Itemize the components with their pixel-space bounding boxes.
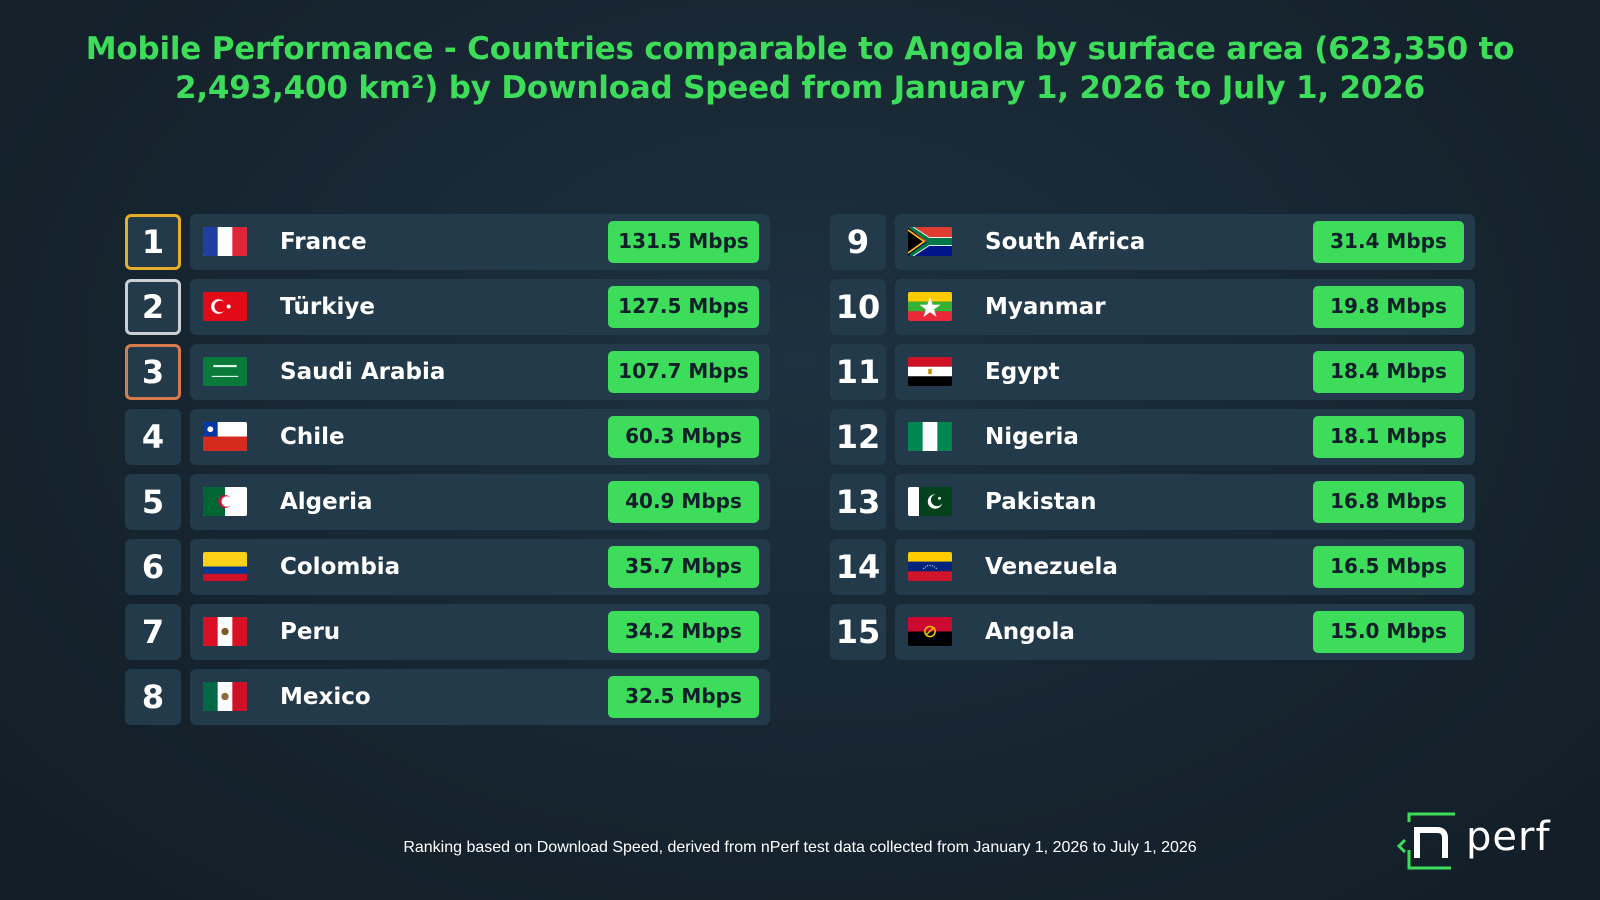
rank-badge: 6 bbox=[125, 539, 181, 595]
country-bar: Algeria 40.9 Mbps bbox=[190, 474, 770, 530]
colombia-flag bbox=[203, 552, 247, 581]
country-name: Saudi Arabia bbox=[280, 359, 446, 385]
rank-badge: 12 bbox=[830, 409, 886, 465]
country-name: Algeria bbox=[280, 489, 373, 515]
rank-badge: 11 bbox=[830, 344, 886, 400]
footer-note: Ranking based on Download Speed, derived… bbox=[403, 839, 1197, 856]
country-bar: Mexico 32.5 Mbps bbox=[190, 669, 770, 725]
country-name: Pakistan bbox=[985, 489, 1097, 515]
saudi-arabia-flag bbox=[203, 357, 247, 386]
page-title: Mobile Performance - Countries comparabl… bbox=[85, 31, 1515, 106]
country-bar: Peru 34.2 Mbps bbox=[190, 604, 770, 660]
rank-badge: 9 bbox=[830, 214, 886, 270]
nperf-logo: perf bbox=[1395, 810, 1575, 872]
speed-badge: 40.9 Mbps bbox=[608, 481, 759, 523]
country-name: Türkiye bbox=[280, 294, 375, 320]
speed-badge: 131.5 Mbps bbox=[608, 221, 759, 263]
rank-badge: 1 bbox=[125, 214, 181, 270]
algeria-flag bbox=[203, 487, 247, 516]
south-africa-flag bbox=[908, 227, 952, 256]
country-name: Egypt bbox=[985, 359, 1060, 385]
country-bar: Nigeria 18.1 Mbps bbox=[895, 409, 1475, 465]
country-name: Colombia bbox=[280, 554, 401, 580]
pakistan-flag bbox=[908, 487, 952, 516]
country-name: Peru bbox=[280, 619, 341, 645]
country-bar: Pakistan 16.8 Mbps bbox=[895, 474, 1475, 530]
rank-badge: 7 bbox=[125, 604, 181, 660]
rank-badge: 10 bbox=[830, 279, 886, 335]
speed-badge: 18.4 Mbps bbox=[1313, 351, 1464, 393]
country-name: Chile bbox=[280, 424, 345, 450]
country-name: South Africa bbox=[985, 229, 1146, 255]
country-bar: Venezuela 16.5 Mbps bbox=[895, 539, 1475, 595]
rank-badge: 2 bbox=[125, 279, 181, 335]
venezuela-flag bbox=[908, 552, 952, 581]
country-name: France bbox=[280, 229, 367, 255]
nperf-logo-text: perf bbox=[1466, 814, 1551, 860]
speed-badge: 31.4 Mbps bbox=[1313, 221, 1464, 263]
peru-flag bbox=[203, 617, 247, 646]
chile-flag bbox=[203, 422, 247, 451]
country-bar: Angola 15.0 Mbps bbox=[895, 604, 1475, 660]
france-flag bbox=[203, 227, 247, 256]
speed-badge: 16.5 Mbps bbox=[1313, 546, 1464, 588]
speed-badge: 32.5 Mbps bbox=[608, 676, 759, 718]
myanmar-flag bbox=[908, 292, 952, 321]
mexico-flag bbox=[203, 682, 247, 711]
rank-badge: 4 bbox=[125, 409, 181, 465]
nperf-logo-icon bbox=[1396, 812, 1455, 870]
rank-badge: 13 bbox=[830, 474, 886, 530]
angola-flag bbox=[908, 617, 952, 646]
country-name: Myanmar bbox=[985, 294, 1106, 320]
country-name: Venezuela bbox=[985, 554, 1118, 580]
rank-badge: 3 bbox=[125, 344, 181, 400]
nigeria-flag bbox=[908, 422, 952, 451]
speed-badge: 60.3 Mbps bbox=[608, 416, 759, 458]
country-name: Mexico bbox=[280, 684, 371, 710]
country-name: Nigeria bbox=[985, 424, 1079, 450]
rank-badge: 5 bbox=[125, 474, 181, 530]
turkiye-flag bbox=[203, 292, 247, 321]
speed-badge: 34.2 Mbps bbox=[608, 611, 759, 653]
country-bar: Myanmar 19.8 Mbps bbox=[895, 279, 1475, 335]
speed-badge: 107.7 Mbps bbox=[608, 351, 759, 393]
country-bar: France 131.5 Mbps bbox=[190, 214, 770, 270]
speed-badge: 35.7 Mbps bbox=[608, 546, 759, 588]
country-bar: Egypt 18.4 Mbps bbox=[895, 344, 1475, 400]
country-name: Angola bbox=[985, 619, 1075, 645]
egypt-flag bbox=[908, 357, 952, 386]
country-bar: Chile 60.3 Mbps bbox=[190, 409, 770, 465]
speed-badge: 16.8 Mbps bbox=[1313, 481, 1464, 523]
speed-badge: 18.1 Mbps bbox=[1313, 416, 1464, 458]
rank-badge: 15 bbox=[830, 604, 886, 660]
country-bar: Saudi Arabia 107.7 Mbps bbox=[190, 344, 770, 400]
speed-badge: 19.8 Mbps bbox=[1313, 286, 1464, 328]
country-bar: Türkiye 127.5 Mbps bbox=[190, 279, 770, 335]
country-bar: Colombia 35.7 Mbps bbox=[190, 539, 770, 595]
speed-badge: 127.5 Mbps bbox=[608, 286, 759, 328]
country-bar: South Africa 31.4 Mbps bbox=[895, 214, 1475, 270]
speed-badge: 15.0 Mbps bbox=[1313, 611, 1464, 653]
rank-badge: 8 bbox=[125, 669, 181, 725]
rank-badge: 14 bbox=[830, 539, 886, 595]
